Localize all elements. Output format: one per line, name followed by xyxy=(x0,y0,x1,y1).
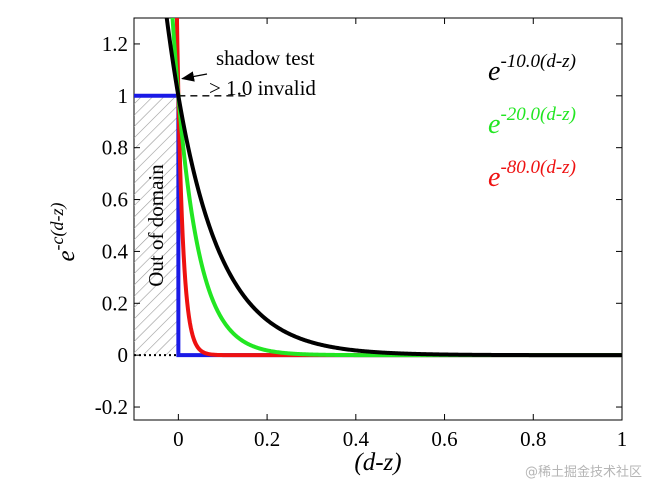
annotation-arrow xyxy=(181,71,208,82)
x-tick-labels: 0 0.2 0.4 0.6 0.8 1 xyxy=(173,427,627,451)
legend-entry-exponent: -20.0(d-z) xyxy=(500,104,575,125)
x-tick-label: 0.6 xyxy=(431,427,457,451)
legend-entry-base: e xyxy=(488,56,500,87)
legend-entry-base: e xyxy=(488,109,500,140)
watermark: @稀土掘金技术社区 xyxy=(525,464,642,480)
x-tick-label: 0 xyxy=(173,427,184,451)
y-axis-title-base: e xyxy=(53,250,80,261)
y-tick-labels: -0.2 0 0.2 0.4 0.6 0.8 1 1.2 xyxy=(95,32,129,419)
x-tick-label: 1 xyxy=(617,427,628,451)
legend: e-10.0(d-z)e-20.0(d-z)e-80.0(d-z) xyxy=(488,51,576,193)
legend-entry-exponent: -80.0(d-z) xyxy=(500,157,575,178)
curve-c10 xyxy=(164,18,622,358)
svg-text:e-c(d-z): e-c(d-z) xyxy=(47,202,80,261)
legend-entry: e-80.0(d-z) xyxy=(488,157,576,193)
y-tick-label: 0.6 xyxy=(102,188,128,212)
y-tick-label: 0 xyxy=(118,343,129,367)
legend-entry-base: e xyxy=(488,162,500,193)
annotation-line2: > 1.0 invalid xyxy=(209,76,316,100)
legend-entry: e-20.0(d-z) xyxy=(488,104,576,140)
y-tick-label: 0.2 xyxy=(102,291,128,315)
y-tick-label: 0.4 xyxy=(102,239,129,263)
y-tick-label: 1.2 xyxy=(102,32,128,56)
y-axis-title: e-c(d-z) xyxy=(47,202,80,261)
y-tick-label: 0.8 xyxy=(102,136,128,160)
y-axis-title-exponent: -c(d-z) xyxy=(47,202,68,250)
legend-entry: e-10.0(d-z) xyxy=(488,51,576,87)
y-tick-label: -0.2 xyxy=(95,395,128,419)
out-of-domain-region xyxy=(134,95,179,356)
out-of-domain-label: Out of domain xyxy=(144,164,168,287)
x-tick-label: 0.2 xyxy=(254,427,280,451)
x-tick-label: 0.8 xyxy=(520,427,546,451)
y-tick-label: 1 xyxy=(118,84,129,108)
annotation-line1: shadow test xyxy=(216,46,315,70)
x-tick-label: 0.4 xyxy=(343,427,370,451)
x-axis-title: (d-z) xyxy=(354,449,401,476)
series-group xyxy=(134,18,622,358)
legend-entry-exponent: -10.0(d-z) xyxy=(500,51,575,72)
